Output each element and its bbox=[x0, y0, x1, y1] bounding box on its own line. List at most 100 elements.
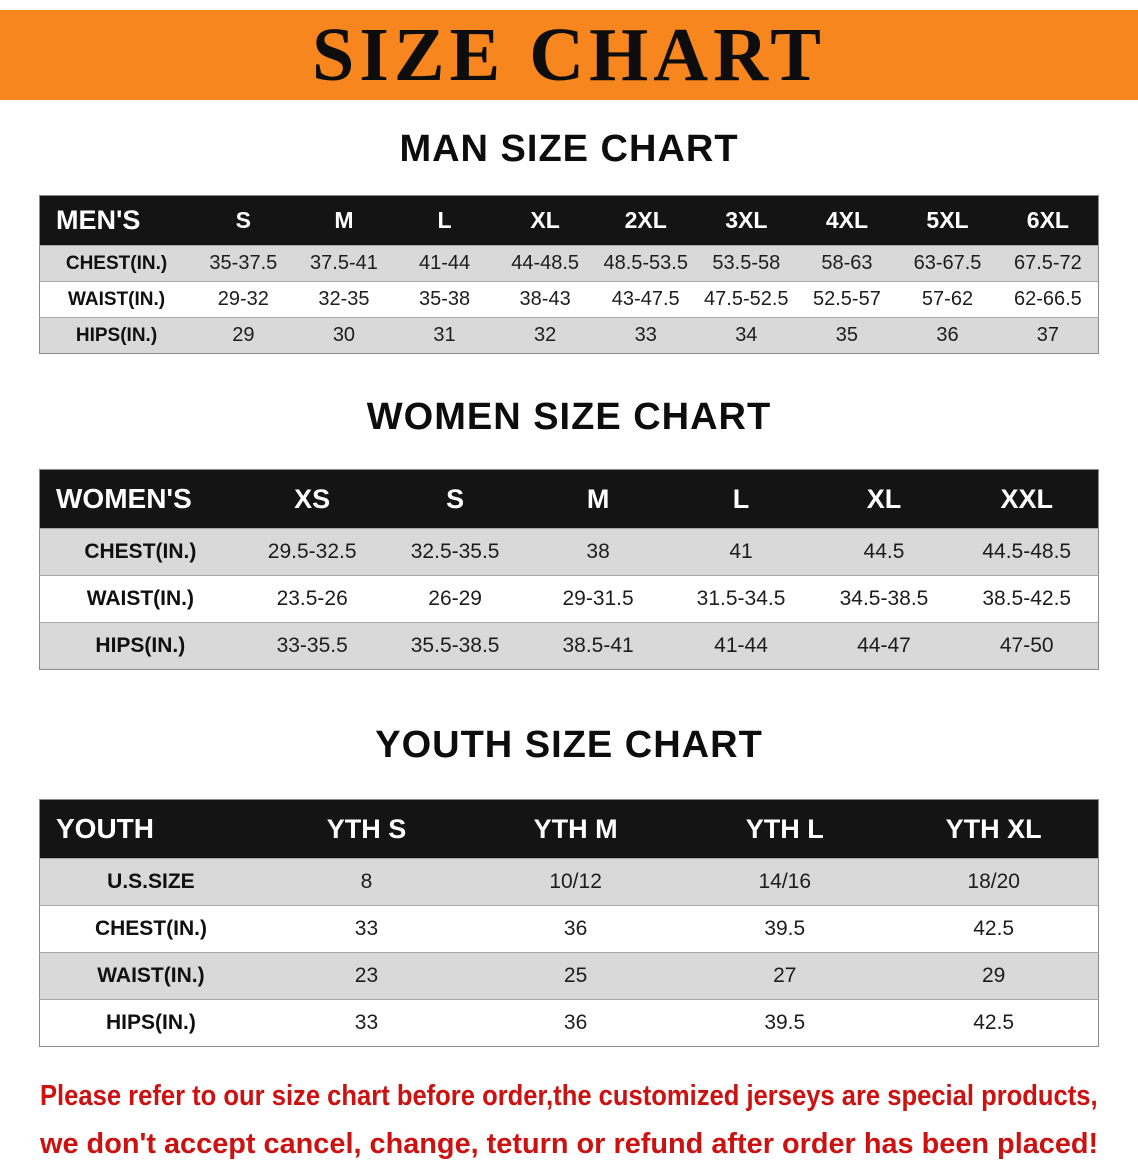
size-value: 26-29 bbox=[428, 587, 482, 610]
size-column-header: 5XL bbox=[897, 195, 998, 246]
size-column-header: YTH L bbox=[680, 799, 890, 859]
size-value: 30 bbox=[293, 317, 395, 354]
size-value: 57-62 bbox=[921, 288, 974, 310]
size-value: 36 bbox=[563, 1011, 588, 1034]
size-column-header: 2XL bbox=[595, 195, 697, 246]
size-column-header: XXL bbox=[955, 469, 1099, 529]
table-row: WAIST(IN.) 29-32 32-35 35-38 38-43 43-47.5 47.… bbox=[39, 281, 1099, 318]
size-value: 29 bbox=[193, 317, 294, 354]
size-value: 29.5-32.5 bbox=[240, 528, 384, 576]
size-value: 44-48.5 bbox=[494, 245, 596, 282]
size-value: 63-67.5 bbox=[897, 245, 998, 282]
size-value: 48.5-53.5 bbox=[595, 245, 697, 282]
size-value: 32-35 bbox=[318, 288, 370, 310]
size-value: 25 bbox=[471, 952, 681, 1000]
size-column-header: S bbox=[383, 469, 527, 529]
size-value: 41 bbox=[669, 528, 813, 576]
row-label: WAIST(IN.) bbox=[86, 587, 195, 610]
table-row: CHEST(IN.) 33 36 39.5 42.5 bbox=[39, 905, 1099, 953]
size-value: 8 bbox=[261, 858, 472, 906]
size-column-header: S bbox=[193, 195, 294, 246]
size-value: 29-31.5 bbox=[562, 587, 634, 610]
size-value: 32.5-35.5 bbox=[383, 528, 527, 576]
table-name-cell: MEN'S bbox=[39, 195, 194, 246]
table-row: HIPS(IN.) 29 30 31 32 33 34 35 36 37 bbox=[39, 317, 1099, 354]
men-size-table: MEN'S S M L XL 2XL 3XL 4XL 5XL 6XL CHEST(IN.) 35-37… bbox=[39, 195, 1099, 354]
disclaimer: Please refer to our size chart before or… bbox=[40, 1077, 1100, 1164]
size-value: 62-66.5 bbox=[1013, 288, 1082, 310]
size-column-header: YTH S bbox=[261, 799, 472, 859]
size-column-header: XS bbox=[240, 469, 384, 529]
size-value: 10/12 bbox=[471, 858, 681, 906]
size-column-header: XL bbox=[494, 195, 596, 246]
header-row: YOUTH YTH S YTH M YTH L YTH XL bbox=[39, 799, 1099, 859]
size-value: 33 bbox=[354, 917, 379, 940]
header-row: WOMEN'S XS S M L XL XXL bbox=[39, 469, 1099, 529]
size-value: 35-38 bbox=[418, 288, 471, 310]
table-name-cell: WOMEN'S bbox=[39, 469, 241, 529]
size-value: 37.5-41 bbox=[293, 245, 395, 282]
table-name-cell: YOUTH bbox=[39, 799, 262, 859]
size-value: 44.5 bbox=[812, 528, 956, 576]
size-column-header: 3XL bbox=[696, 195, 797, 246]
size-value: 27 bbox=[680, 952, 890, 1000]
women-size-section: WOMEN SIZE CHART WOMEN'S XS S M L XL XXL CHEST(… bbox=[0, 396, 1138, 670]
size-value: 34.5-38.5 bbox=[839, 587, 929, 610]
size-value: 33 bbox=[354, 1011, 379, 1034]
size-column-header: 6XL bbox=[997, 195, 1099, 246]
size-column-header: 4XL bbox=[796, 195, 898, 246]
size-value: 47.5-52.5 bbox=[704, 288, 789, 310]
size-value: 44.5-48.5 bbox=[955, 528, 1099, 576]
size-value: 38.5-42.5 bbox=[982, 587, 1072, 610]
row-label: U.S.SIZE bbox=[39, 858, 262, 906]
size-value: 52.5-57 bbox=[812, 288, 881, 310]
size-value: 31.5-34.5 bbox=[696, 587, 786, 610]
row-label: HIPS(IN.) bbox=[39, 317, 194, 354]
size-value: 23 bbox=[261, 952, 472, 1000]
row-label: HIPS(IN.) bbox=[39, 622, 241, 670]
youth-section-heading: YOUTH SIZE CHART bbox=[375, 724, 763, 766]
disclaimer-line: we don't accept cancel, change, teturn o… bbox=[40, 1128, 1099, 1161]
size-value: 41-44 bbox=[394, 245, 495, 282]
size-value: 37 bbox=[997, 317, 1099, 354]
size-value: 35.5-38.5 bbox=[383, 622, 527, 670]
size-value: 38.5-41 bbox=[526, 622, 670, 670]
size-value: 41-44 bbox=[669, 622, 813, 670]
size-value: 38-43 bbox=[519, 288, 571, 310]
size-value: 47-50 bbox=[955, 622, 1099, 670]
size-value: 32 bbox=[494, 317, 596, 354]
table-row: WAIST(IN.) 23 25 27 29 bbox=[39, 952, 1099, 1000]
size-value: 43-47.5 bbox=[611, 288, 680, 310]
row-label: HIPS(IN.) bbox=[106, 1011, 196, 1034]
banner: SIZE CHART bbox=[0, 10, 1138, 100]
size-column-header: M bbox=[526, 469, 670, 529]
size-column-header: M bbox=[293, 195, 395, 246]
size-value: 23.5-26 bbox=[276, 587, 348, 610]
size-value: 36 bbox=[563, 917, 588, 940]
size-value: 67.5-72 bbox=[997, 245, 1099, 282]
table-row: HIPS(IN.) 33 36 39.5 42.5 bbox=[39, 999, 1099, 1047]
size-value: 35 bbox=[796, 317, 898, 354]
size-value: 53.5-58 bbox=[696, 245, 797, 282]
size-value: 58-63 bbox=[796, 245, 898, 282]
youth-size-section: YOUTH SIZE CHART YOUTH YTH S YTH M YTH L YTH… bbox=[0, 724, 1138, 1047]
size-value: 33 bbox=[595, 317, 697, 354]
row-label: CHEST(IN.) bbox=[39, 245, 194, 282]
size-value: 44-47 bbox=[812, 622, 956, 670]
row-label: WAIST(IN.) bbox=[67, 288, 166, 310]
size-column-header: YTH M bbox=[471, 799, 681, 859]
men-section-heading: MAN SIZE CHART bbox=[399, 128, 739, 170]
size-value: 14/16 bbox=[680, 858, 890, 906]
size-value: 36 bbox=[897, 317, 998, 354]
size-value: 31 bbox=[394, 317, 495, 354]
women-size-table: WOMEN'S XS S M L XL XXL CHEST(IN.) 29.5-32.5 32.5… bbox=[39, 469, 1099, 670]
size-value: 42.5 bbox=[973, 917, 1015, 940]
size-column-header: YTH XL bbox=[889, 799, 1099, 859]
row-label: WAIST(IN.) bbox=[39, 952, 262, 1000]
size-value: 39.5 bbox=[764, 1011, 806, 1034]
page-title: SIZE CHART bbox=[311, 13, 826, 97]
table-row: CHEST(IN.) 35-37.5 37.5-41 41-44 44-48.5 48.5… bbox=[39, 245, 1099, 282]
table-row: HIPS(IN.) 33-35.5 35.5-38.5 38.5-41 41-44 44-… bbox=[39, 622, 1099, 670]
women-section-heading: WOMEN SIZE CHART bbox=[366, 396, 772, 438]
